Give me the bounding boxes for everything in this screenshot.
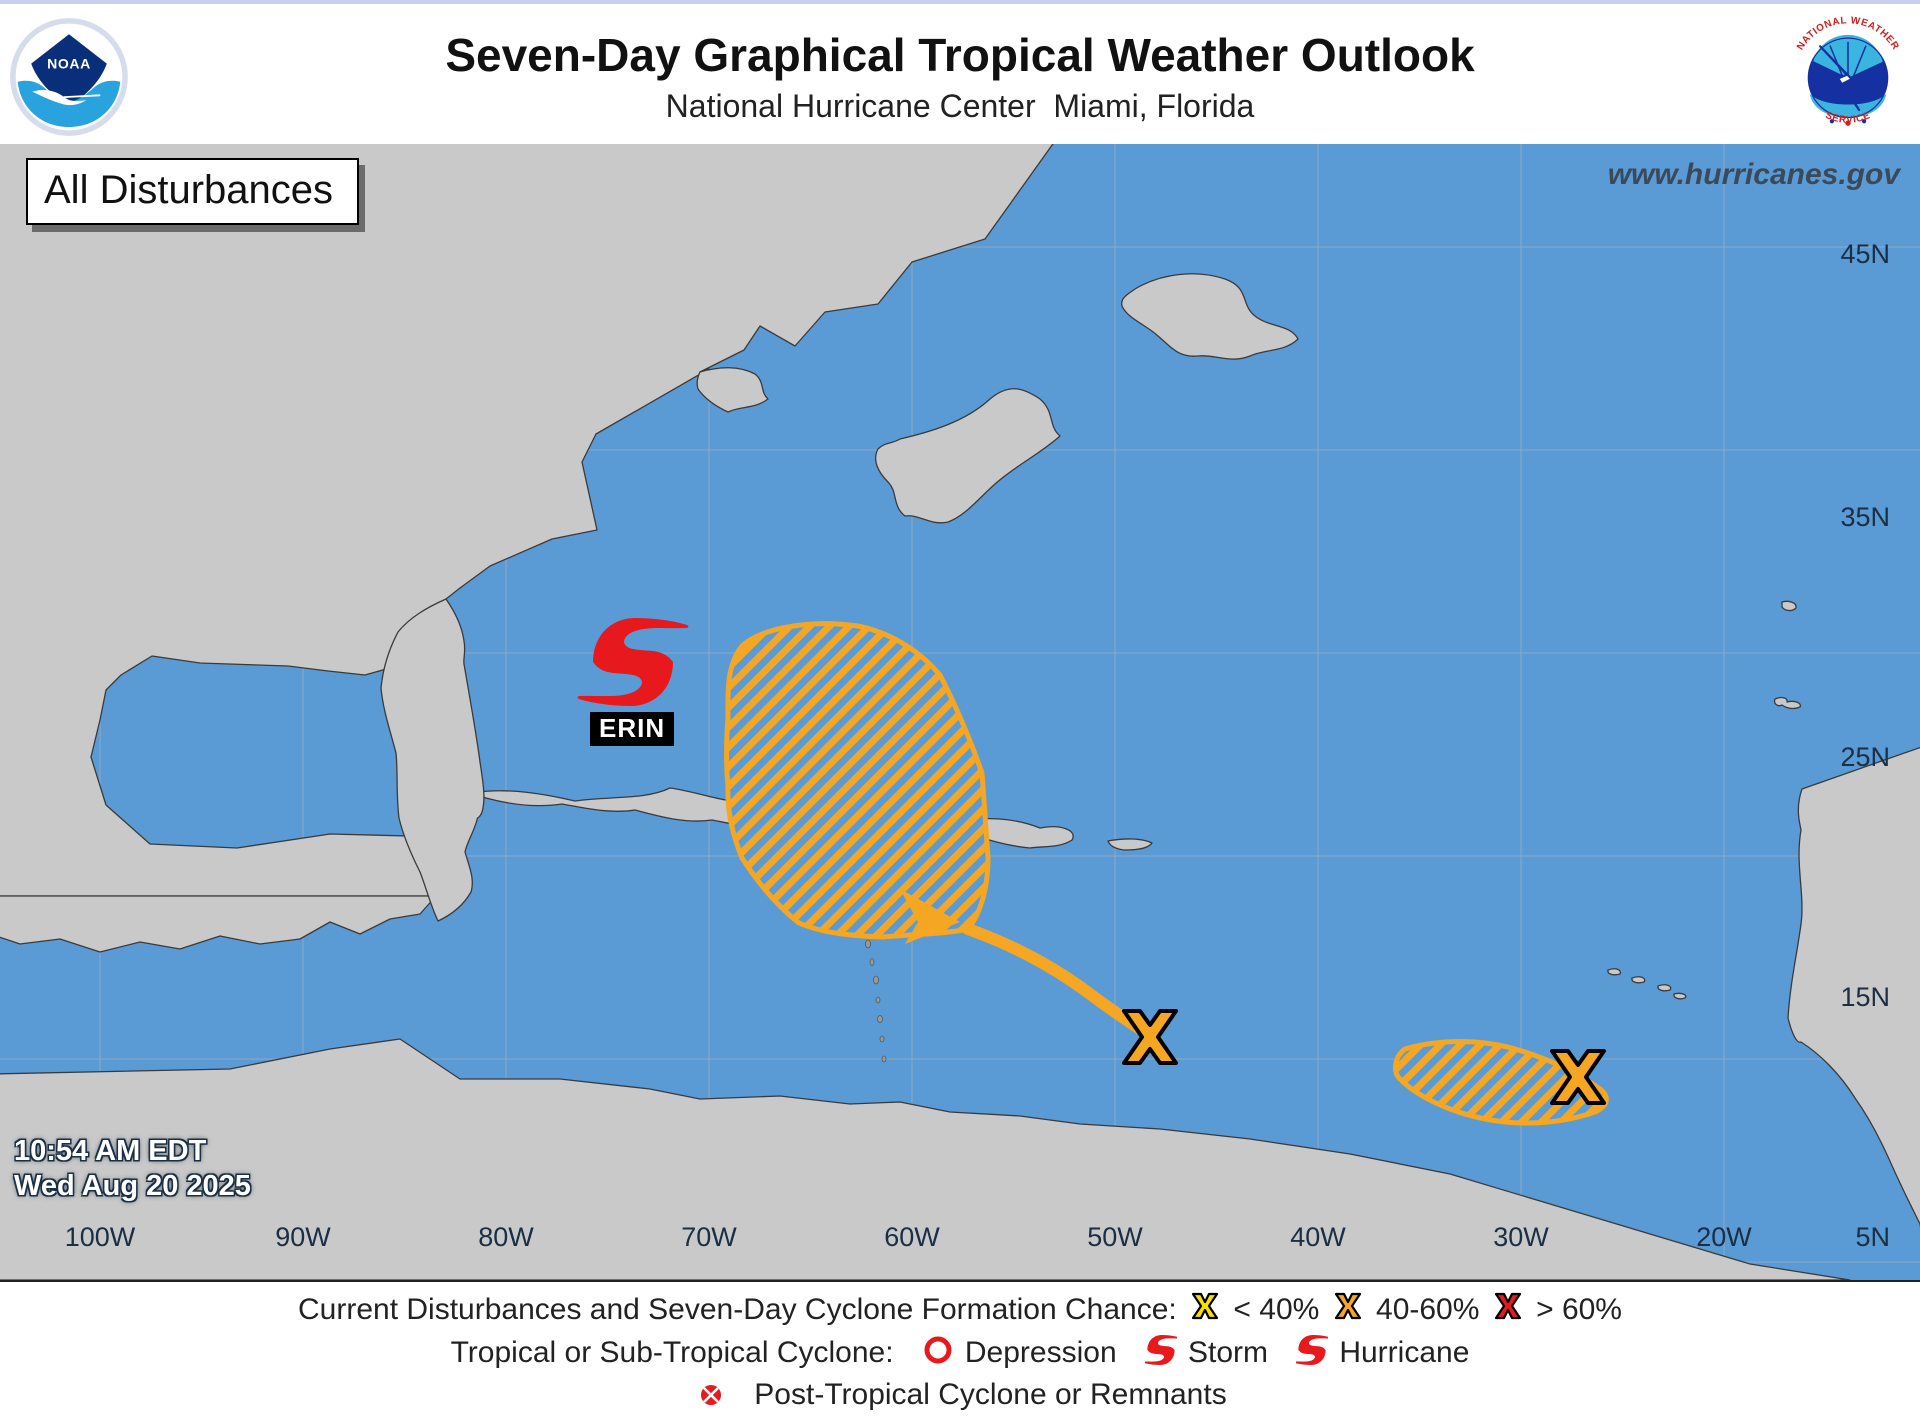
svg-text:NOAA: NOAA	[47, 55, 91, 71]
